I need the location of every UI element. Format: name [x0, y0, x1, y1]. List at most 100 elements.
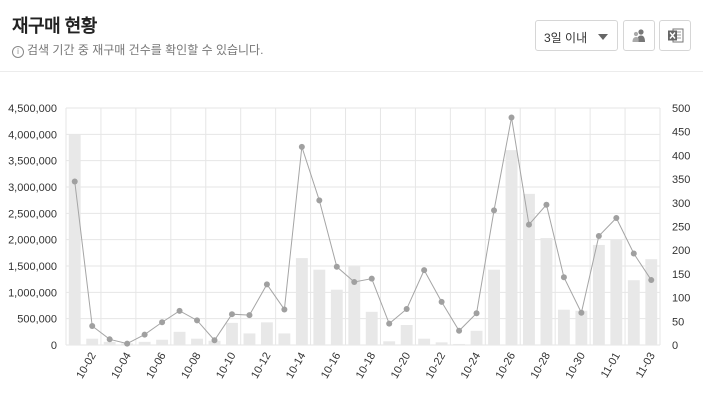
y-left-tick-label: 1,000,000 — [8, 287, 57, 299]
line-point — [438, 298, 445, 305]
x-tick-label: 10-12 — [249, 351, 273, 381]
series-line — [74, 117, 652, 345]
x-tick-label: 10-30 — [564, 351, 588, 381]
bar — [453, 343, 466, 345]
people-icon — [632, 29, 645, 42]
bar — [435, 342, 448, 345]
line-point — [159, 319, 166, 326]
y-right-tick-label: 150 — [672, 269, 690, 281]
bar — [103, 341, 116, 345]
bar — [173, 331, 186, 345]
bar — [400, 324, 413, 345]
line-point — [456, 327, 463, 334]
info-icon: i — [12, 46, 24, 58]
bar — [313, 269, 326, 345]
line-point — [491, 207, 498, 214]
y-right-tick-label: 350 — [672, 174, 690, 186]
x-tick-label: 10-04 — [109, 351, 133, 381]
line-point — [403, 305, 410, 312]
line-point — [613, 214, 620, 221]
subtitle-text: 검색 기간 중 재구매 건수를 확인할 수 있습니다. — [27, 43, 264, 57]
x-tick-label: 10-20 — [389, 351, 413, 381]
bar — [470, 330, 483, 345]
bar — [592, 244, 605, 345]
bar — [418, 338, 431, 345]
y-left-tick-label: 2,000,000 — [8, 235, 57, 247]
line-point — [630, 250, 637, 257]
y-right-tick-label: 100 — [672, 293, 690, 305]
bar — [627, 280, 640, 345]
line-point — [298, 143, 305, 150]
bar — [645, 259, 658, 345]
y-right-tick-label: 450 — [672, 127, 690, 139]
x-tick-label: 11-01 — [599, 351, 623, 381]
line-point — [543, 201, 550, 208]
bar — [610, 239, 623, 345]
bar — [226, 322, 238, 345]
page-title: 재구매 현황 — [12, 16, 97, 36]
line-point — [71, 178, 78, 185]
bar — [348, 266, 361, 345]
y-right-tick-label: 200 — [672, 245, 690, 257]
line-point — [560, 274, 567, 281]
y-left-tick-label: 4,000,000 — [8, 129, 57, 141]
bar — [86, 338, 99, 345]
bar — [138, 341, 151, 345]
line-point — [508, 114, 515, 121]
x-tick-label: 10-18 — [354, 351, 378, 381]
x-tick-label: 10-02 — [74, 351, 98, 381]
x-tick-label: 11-03 — [634, 351, 658, 381]
line-point — [263, 281, 270, 288]
line-point — [648, 277, 655, 284]
line-point — [316, 197, 323, 204]
excel-icon — [668, 28, 684, 43]
excel-download-button[interactable] — [659, 20, 691, 51]
bar — [383, 341, 396, 345]
bar — [488, 269, 500, 345]
repurchase-chart: 4,500,000 4,000,000 3,500,000 3,000,000 2,50… — [8, 103, 690, 381]
y-left-tick-label: 4,500,000 — [8, 103, 57, 115]
line-point — [89, 323, 96, 330]
y-right-tick-label: 250 — [672, 222, 690, 234]
line-point — [281, 306, 288, 313]
x-tick-label: 10-06 — [144, 351, 168, 381]
bar — [295, 258, 308, 345]
line-point — [141, 331, 148, 338]
x-tick-label: 10-24 — [459, 351, 483, 381]
y-left-tick-label: 500,000 — [17, 314, 57, 326]
bar — [330, 289, 343, 345]
y-right-tick-label: 50 — [672, 316, 684, 328]
period-select[interactable]: 3일 이내 — [535, 20, 618, 51]
x-tick-label: 10-28 — [529, 351, 553, 381]
x-tick-label: 10-10 — [214, 351, 238, 381]
x-tick-label: 10-08 — [179, 351, 203, 381]
chevron-down-icon — [598, 34, 608, 40]
bar — [365, 311, 378, 345]
bar — [523, 193, 535, 345]
period-select-value: 3일 이내 — [544, 31, 588, 45]
line-point — [595, 232, 602, 239]
y-left-tick-label: 3,500,000 — [8, 156, 57, 168]
y-right-tick-label: 500 — [672, 103, 690, 115]
line-point — [578, 309, 585, 316]
header: 재구매 현황 i 검색 기간 중 재구매 건수를 확인할 수 있습니다. 3일 이… — [0, 0, 703, 72]
y-left-tick-label: 3,000,000 — [8, 182, 57, 194]
line-point — [386, 320, 393, 327]
x-tick-label: 10-26 — [494, 351, 518, 381]
line-point — [525, 221, 532, 228]
bar — [575, 310, 588, 345]
line-point — [473, 310, 480, 317]
y-right-tick-label: 400 — [672, 150, 690, 162]
line-point — [124, 340, 131, 347]
line-point — [176, 307, 183, 314]
bar — [243, 333, 256, 345]
line-point — [351, 278, 358, 285]
bar — [278, 333, 291, 345]
people-button[interactable] — [623, 20, 655, 51]
bar — [557, 309, 570, 345]
x-tick-label: 10-16 — [319, 351, 343, 381]
line-point — [333, 263, 340, 270]
bar — [191, 338, 203, 345]
x-tick-label: 10-14 — [284, 351, 308, 381]
y-left-tick-label: 2,500,000 — [8, 208, 57, 220]
